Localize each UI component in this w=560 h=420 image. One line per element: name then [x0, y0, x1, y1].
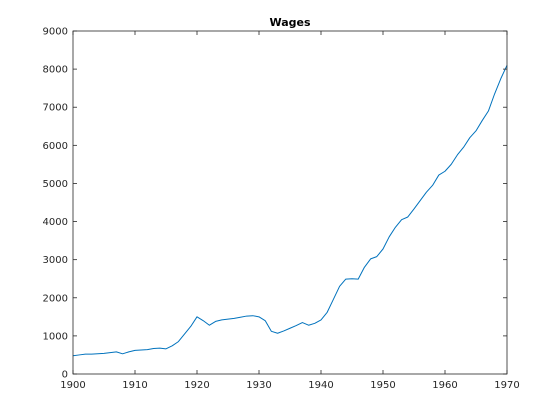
y-tick-label: 2000	[43, 293, 68, 304]
x-tick-label: 1970	[494, 380, 519, 391]
x-tick-label: 1950	[370, 380, 395, 391]
y-tick-label: 1000	[43, 331, 68, 342]
y-tick-label: 0	[62, 370, 68, 381]
chart-title: Wages	[269, 16, 310, 29]
x-tick-label: 1920	[184, 380, 209, 391]
y-tick-label: 6000	[43, 141, 68, 152]
series-layer	[72, 65, 508, 357]
x-tick-label: 1930	[246, 380, 271, 391]
y-axis: 0 1000 2000 3000 4000 5000 6000 7000 8000 9000	[43, 27, 507, 381]
y-tick-label: 8000	[43, 65, 68, 76]
y-tick-label: 4000	[43, 217, 68, 228]
y-tick-label: 3000	[43, 255, 68, 266]
x-axis: 1900 1910 1920 1930 1940 1950 1960 1970	[60, 31, 520, 391]
y-tick-label: 9000	[43, 27, 68, 38]
series-line-0	[72, 65, 508, 357]
plot-frame	[72, 30, 508, 375]
plot-background	[73, 31, 507, 374]
y-tick-label: 5000	[43, 179, 68, 190]
x-tick-label: 1910	[122, 380, 147, 391]
x-tick-label: 1960	[432, 380, 457, 391]
x-tick-label: 1940	[308, 380, 333, 391]
x-tick-label: 1900	[60, 380, 85, 391]
y-tick-label: 7000	[43, 103, 68, 114]
